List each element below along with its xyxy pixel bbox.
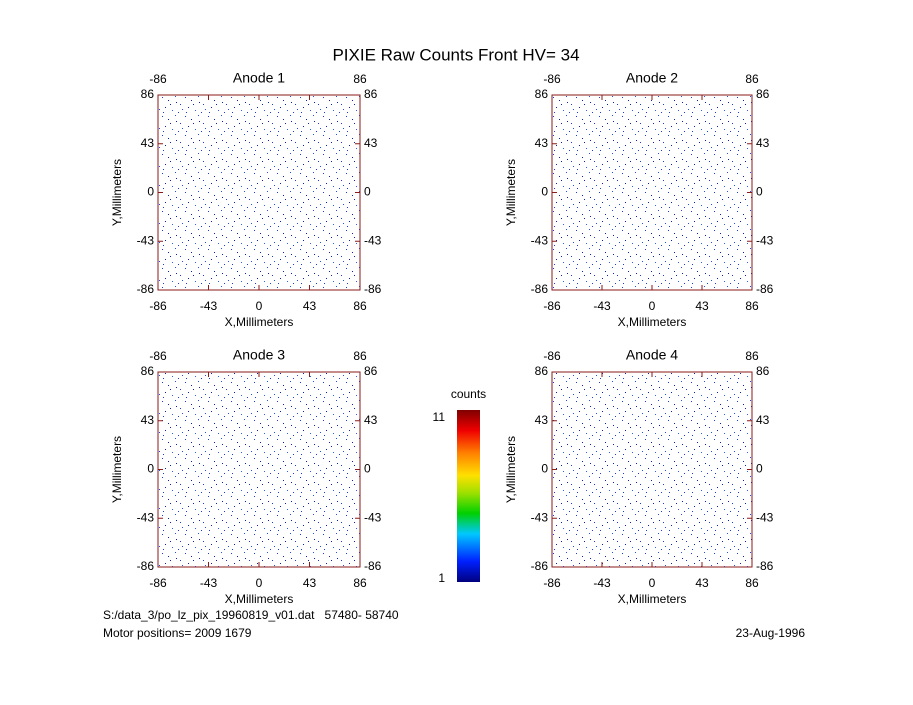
y-tick-label-right: 43 xyxy=(364,136,378,150)
x-label: X,Millimeters xyxy=(225,592,294,606)
colorbar-tick-label: 11 xyxy=(433,410,446,424)
x-top-label: -86 xyxy=(543,349,561,363)
x-top-label: 86 xyxy=(353,349,367,363)
y-tick-label-right: -43 xyxy=(756,510,774,524)
y-tick-label: -43 xyxy=(531,233,549,247)
x-tick-label: 0 xyxy=(649,576,656,590)
x-tick-label: 0 xyxy=(256,299,263,313)
y-tick-label-right: 0 xyxy=(756,462,763,476)
y-tick-label-right: 43 xyxy=(364,413,378,427)
x-tick-label: 43 xyxy=(303,299,317,313)
y-tick-label: 0 xyxy=(147,185,154,199)
y-tick-label: -43 xyxy=(137,510,155,524)
y-tick-label: 0 xyxy=(541,185,548,199)
y-tick-label-right: 43 xyxy=(756,136,770,150)
x-tick-label: 43 xyxy=(303,576,317,590)
x-tick-label: 86 xyxy=(353,576,367,590)
x-tick-label: -86 xyxy=(149,576,167,590)
image-area xyxy=(552,372,752,567)
x-tick-label: 86 xyxy=(353,299,367,313)
y-tick-label: 86 xyxy=(535,87,549,101)
x-tick-label: 0 xyxy=(649,299,656,313)
x-tick-label: -43 xyxy=(593,576,611,590)
footer-date: 23-Aug-1996 xyxy=(736,626,806,640)
x-tick-label: -43 xyxy=(200,576,218,590)
y-tick-label-right: 0 xyxy=(364,185,371,199)
figure-title: PIXIE Raw Counts Front HV= 34 xyxy=(332,45,579,64)
x-tick-label: -86 xyxy=(543,299,561,313)
x-tick-label: -86 xyxy=(149,299,167,313)
y-label: Y,Millimeters xyxy=(504,436,518,503)
y-tick-label-right: 43 xyxy=(756,413,770,427)
y-tick-label-right: -43 xyxy=(756,233,774,247)
y-tick-label-right: 86 xyxy=(364,364,378,378)
y-tick-label-right: 86 xyxy=(756,87,770,101)
y-tick-label: 43 xyxy=(535,136,549,150)
image-area xyxy=(552,95,752,290)
colorbar xyxy=(457,410,480,582)
y-label: Y,Millimeters xyxy=(110,436,124,503)
footer-file: S:/data_3/po_lz_pix_19960819_v01.dat 574… xyxy=(103,608,399,622)
panel-title: Anode 1 xyxy=(233,70,285,86)
x-tick-label: 0 xyxy=(256,576,263,590)
y-tick-label-right: -86 xyxy=(364,282,382,296)
x-top-label: -86 xyxy=(543,72,561,86)
y-tick-label: 43 xyxy=(141,136,155,150)
y-tick-label: 43 xyxy=(535,413,549,427)
panel-title: Anode 4 xyxy=(626,347,678,363)
x-tick-label: -43 xyxy=(200,299,218,313)
y-tick-label-right: 86 xyxy=(756,364,770,378)
panel-title: Anode 3 xyxy=(233,347,285,363)
y-tick-label-right: -43 xyxy=(364,233,382,247)
y-tick-label: -43 xyxy=(137,233,155,247)
image-area xyxy=(158,95,360,290)
x-top-label: -86 xyxy=(149,349,167,363)
y-tick-label: 0 xyxy=(541,462,548,476)
y-tick-label: -43 xyxy=(531,510,549,524)
y-tick-label-right: -86 xyxy=(756,282,774,296)
y-tick-label-right: 86 xyxy=(364,87,378,101)
y-tick-label: 86 xyxy=(535,364,549,378)
y-tick-label-right: 0 xyxy=(756,185,763,199)
x-tick-label: 86 xyxy=(745,299,759,313)
x-top-label: -86 xyxy=(149,72,167,86)
y-tick-label-right: -86 xyxy=(364,559,382,573)
y-tick-label: -86 xyxy=(137,559,155,573)
x-tick-label: 43 xyxy=(695,576,709,590)
y-tick-label: 86 xyxy=(141,364,155,378)
x-label: X,Millimeters xyxy=(618,315,687,329)
y-tick-label: 86 xyxy=(141,87,155,101)
x-top-label: 86 xyxy=(353,72,367,86)
colorbar-title: counts xyxy=(451,387,486,401)
x-top-label: 86 xyxy=(745,72,759,86)
x-tick-label: 86 xyxy=(745,576,759,590)
y-tick-label-right: -86 xyxy=(756,559,774,573)
x-tick-label: -43 xyxy=(593,299,611,313)
footer-motor: Motor positions= 2009 1679 xyxy=(103,626,252,640)
x-label: X,Millimeters xyxy=(618,592,687,606)
x-label: X,Millimeters xyxy=(225,315,294,329)
y-label: Y,Millimeters xyxy=(110,159,124,226)
image-area xyxy=(158,372,360,567)
y-tick-label: -86 xyxy=(137,282,155,296)
y-tick-label-right: 0 xyxy=(364,462,371,476)
y-tick-label: 0 xyxy=(147,462,154,476)
x-top-label: 86 xyxy=(745,349,759,363)
y-tick-label: -86 xyxy=(531,559,549,573)
colorbar-tick-label: 1 xyxy=(438,571,445,585)
x-tick-label: -86 xyxy=(543,576,561,590)
x-tick-label: 43 xyxy=(695,299,709,313)
y-tick-label-right: -43 xyxy=(364,510,382,524)
y-tick-label: 43 xyxy=(141,413,155,427)
panel-title: Anode 2 xyxy=(626,70,678,86)
y-tick-label: -86 xyxy=(531,282,549,296)
y-label: Y,Millimeters xyxy=(504,159,518,226)
